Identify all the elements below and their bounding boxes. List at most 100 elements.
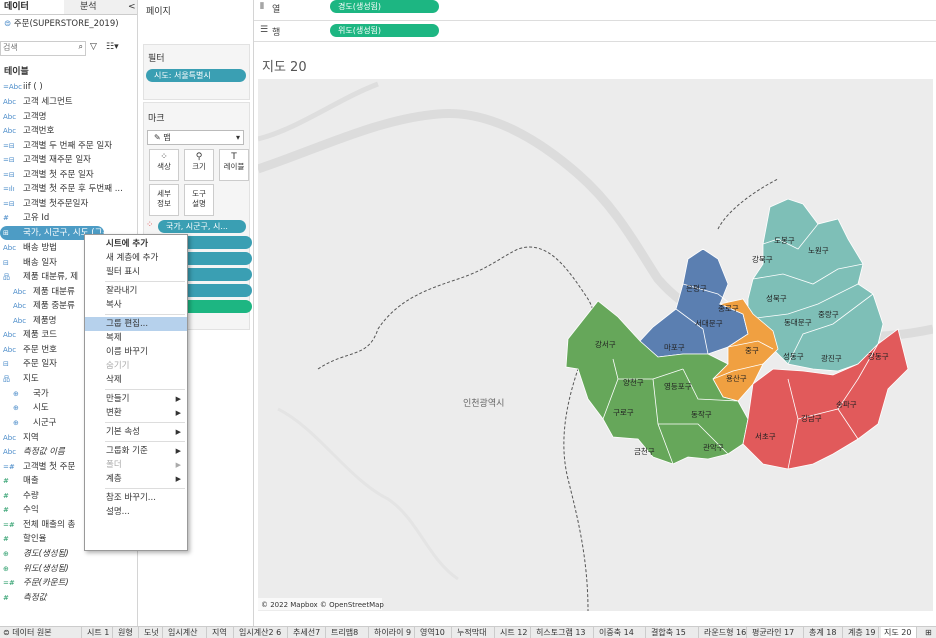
menu-item[interactable]: 이름 바꾸기 [85, 345, 187, 359]
northwest-region[interactable] [639, 248, 749, 358]
menu-item[interactable]: 복사 [85, 298, 187, 312]
field-item[interactable]: Abc 지역 [0, 431, 137, 445]
field-item[interactable]: Abc 측정값 이름 [0, 445, 137, 459]
label-button[interactable]: T 레이블 [219, 149, 249, 181]
filters-card[interactable]: 필터 시도: 서울특별시 [143, 44, 250, 100]
menu-item[interactable]: 삭제 [85, 373, 187, 387]
tooltip-button[interactable]: 도구 설명 [184, 184, 214, 216]
menu-item[interactable]: 변환 ▶ [85, 406, 187, 420]
field-item[interactable]: # 고유 Id [0, 211, 137, 225]
field-item[interactable]: # 매출 [0, 474, 137, 488]
search-icon[interactable]: ⌕ [78, 42, 83, 51]
sheet-tab[interactable]: 총계 18 [806, 627, 843, 638]
sheet-tab[interactable]: 결합축 15 [648, 627, 699, 638]
field-item[interactable]: Abc 고객번호 [0, 124, 137, 138]
field-item[interactable]: =⊟ 고객별 첫주문일자 [0, 197, 137, 211]
detail-button[interactable]: 세부 정보 [149, 184, 179, 216]
view-options-icon[interactable]: ☷▾ [106, 42, 119, 52]
field-item[interactable]: ⊕ 시군구 [0, 416, 137, 430]
columns-pill[interactable]: 경도(생성됨) [330, 0, 439, 13]
sheet-tab[interactable]: 임시계산 [165, 627, 207, 638]
sheet-tab-label: 원형 [118, 628, 133, 637]
search-input[interactable] [1, 42, 67, 53]
sheet-tab[interactable]: 라운드형 16 [701, 627, 747, 638]
sheet-tab[interactable]: 누적막대 [454, 627, 495, 638]
sheet-tab[interactable]: 트리맵8 [328, 627, 369, 638]
sheet-tab[interactable]: 이중축 14 [596, 627, 646, 638]
menu-item[interactable]: 새 계층에 추가 [85, 251, 187, 265]
field-item[interactable]: =⊟ 고객별 두 번째 주문 일자 [0, 139, 137, 153]
field-item[interactable]: Abc 제품 코드 [0, 328, 137, 342]
collapse-icon[interactable]: < [124, 0, 137, 14]
field-item[interactable]: ⊟ 배송 일자 [0, 256, 137, 270]
filter-icon[interactable]: ▽ [90, 42, 97, 52]
field-item[interactable]: Abc 제품 대분류 [0, 285, 137, 299]
menu-item[interactable]: 잘라내기 [85, 284, 187, 298]
sheet-tab[interactable]: 히스토그램 13 [533, 627, 594, 638]
search-box[interactable]: ⌕ [0, 41, 86, 56]
filter-pill-sido[interactable]: 시도: 서울특별시 [146, 69, 246, 82]
mark-pill[interactable]: 국가, 시군구, 시... [158, 220, 246, 233]
field-item[interactable]: ⊞ 국가, 시군구, 시도 (그룹) [0, 226, 104, 240]
menu-item[interactable]: 기본 속성 ▶ [85, 425, 187, 439]
field-item[interactable]: =# 전체 매출의 총 [0, 518, 137, 532]
field-item[interactable]: # 측정값 [0, 591, 137, 605]
field-item[interactable]: # 수익 [0, 503, 137, 517]
field-item[interactable]: ⊕ 경도(생성됨) [0, 547, 137, 561]
field-item[interactable]: Abc 주문 번호 [0, 343, 137, 357]
sheet-tab[interactable]: 임시계산2 6 [236, 627, 288, 638]
sheet-tab[interactable]: 도넛 [141, 627, 163, 638]
field-item[interactable]: 品 지도 [0, 372, 137, 386]
menu-item[interactable]: 그룹 편집... [85, 317, 187, 331]
menu-item[interactable]: 계층 ▶ [85, 472, 187, 486]
sheet-tab[interactable]: 지도 20 [881, 627, 917, 638]
sheet-tab[interactable]: 지역 [209, 627, 234, 638]
field-item[interactable]: =⊟ 고객별 재주문 일자 [0, 153, 137, 167]
menu-item[interactable]: 참조 바꾸기... [85, 491, 187, 505]
field-item[interactable]: Abc 배송 방법 [0, 241, 137, 255]
menu-item[interactable]: 폴더 ▶ [85, 458, 187, 472]
field-item[interactable]: Abc 고객명 [0, 110, 137, 124]
size-button[interactable]: ⚲ 크기 [184, 149, 214, 181]
sheet-tab[interactable]: 추세선7 [290, 627, 326, 638]
sheet-tab[interactable]: 시트 1 [84, 627, 113, 638]
sheet-tab[interactable]: 평균라인 17 [749, 627, 804, 638]
menu-item[interactable]: 복제 [85, 331, 187, 345]
menu-item[interactable]: 설명... [85, 505, 187, 519]
field-item[interactable]: =Abc iif ( ) [0, 80, 137, 94]
tab-data[interactable]: 데이터 [0, 0, 64, 14]
menu-item[interactable]: 그룹화 기준 ▶ [85, 444, 187, 458]
rows-pill[interactable]: 위도(생성됨) [330, 24, 439, 37]
field-item[interactable]: ⊕ 시도 [0, 401, 137, 415]
field-item[interactable]: =# 고객별 첫 주문 [0, 460, 137, 474]
field-item[interactable]: Abc 제품 중분류 [0, 299, 137, 313]
map-view[interactable]: 인천광역시 도봉구 노원구 강북구 은평구 성북구 중랑구 [258, 79, 933, 611]
field-item[interactable]: Abc 제품명 [0, 314, 137, 328]
menu-item[interactable]: 시트에 추가 [85, 237, 187, 251]
menu-item[interactable]: 숨기기 [85, 359, 187, 373]
datasource-item[interactable]: ⊜ 주문(SUPERSTORE_2019) [4, 17, 119, 29]
menu-item[interactable]: 필터 표시 [85, 265, 187, 279]
field-item[interactable]: Abc 고객 세그먼트 [0, 95, 137, 109]
field-item[interactable]: =# 주문(카운트) [0, 576, 137, 590]
field-item[interactable]: ⊕ 위도(생성됨) [0, 562, 137, 576]
sheet-tab[interactable]: 하이라이 9 [371, 627, 415, 638]
field-item[interactable]: =⊟ 고객별 첫 주문 일자 [0, 168, 137, 182]
sheet-tab[interactable]: 계층 19 [845, 627, 879, 638]
menu-item[interactable]: 만들기 ▶ [85, 392, 187, 406]
tab-analysis[interactable]: 분석 [76, 0, 101, 14]
sheet-tab[interactable]: ⊜ 데이터 원본 [0, 627, 82, 638]
new-sheet-icon[interactable]: ⊞ [922, 627, 936, 638]
field-item[interactable]: ⊕ 국가 [0, 387, 137, 401]
sheet-tab[interactable]: 원형 [115, 627, 139, 638]
field-item[interactable]: # 수량 [0, 489, 137, 503]
field-item[interactable]: # 할인율 [0, 532, 137, 546]
mark-type-dropdown[interactable]: ✎ 맵 ▾ [147, 130, 244, 145]
sheet-tab[interactable]: 영역10 [417, 627, 452, 638]
field-item[interactable]: =ılı 고객별 첫 주문 후 두번째 ... [0, 182, 137, 196]
field-item[interactable]: 品 제품 대분류, 제 [0, 270, 137, 284]
color-button[interactable]: ⁘ 색상 [149, 149, 179, 181]
field-item[interactable]: ⊟ 주문 일자 [0, 357, 137, 371]
map-attribution[interactable]: © 2022 Mapbox © OpenStreetMap [261, 601, 384, 609]
sheet-tab[interactable]: 시트 12 [497, 627, 531, 638]
